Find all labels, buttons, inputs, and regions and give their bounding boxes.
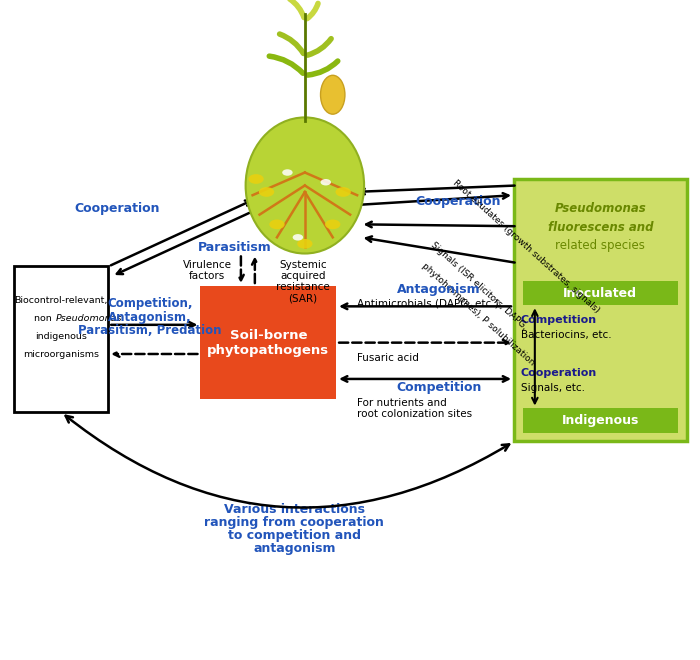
Text: acquired: acquired (280, 271, 326, 281)
Text: Cooperation: Cooperation (415, 195, 501, 208)
FancyBboxPatch shape (14, 267, 108, 412)
Text: Pseudomonas: Pseudomonas (56, 314, 122, 323)
Text: Competition,: Competition, (107, 297, 193, 310)
Ellipse shape (335, 187, 351, 197)
Ellipse shape (259, 187, 274, 197)
Ellipse shape (246, 117, 364, 253)
Text: Inoculated: Inoculated (564, 286, 637, 300)
Text: resistance: resistance (276, 282, 330, 292)
Text: Indigenous: Indigenous (561, 414, 639, 427)
Text: to competition and: to competition and (228, 529, 361, 542)
FancyBboxPatch shape (523, 280, 678, 306)
Text: ranging from cooperation: ranging from cooperation (204, 516, 384, 529)
Text: Signals, etc.: Signals, etc. (521, 383, 585, 393)
Text: Various interactions: Various interactions (224, 503, 365, 516)
Text: Antagonism,: Antagonism, (108, 311, 192, 323)
Ellipse shape (248, 174, 264, 184)
Text: Parasitism, Predation: Parasitism, Predation (78, 324, 222, 337)
Text: root colonization sites: root colonization sites (357, 409, 472, 419)
Text: factors: factors (189, 271, 225, 281)
Ellipse shape (293, 234, 303, 240)
Ellipse shape (325, 220, 340, 229)
Text: Virulence: Virulence (183, 260, 232, 270)
Ellipse shape (321, 179, 331, 185)
Ellipse shape (282, 169, 293, 176)
FancyBboxPatch shape (523, 409, 678, 433)
Ellipse shape (298, 239, 312, 249)
Text: Cooperation: Cooperation (521, 368, 597, 378)
FancyArrowPatch shape (66, 416, 509, 508)
Text: Pseudomonas: Pseudomonas (554, 202, 646, 215)
Text: Biocontrol-relevant,: Biocontrol-relevant, (15, 296, 108, 305)
FancyBboxPatch shape (514, 179, 687, 442)
FancyBboxPatch shape (200, 286, 336, 399)
Ellipse shape (270, 220, 285, 229)
Text: fluorescens and: fluorescens and (547, 221, 653, 234)
Text: Competition: Competition (521, 315, 597, 325)
Text: Antagonism: Antagonism (397, 282, 480, 296)
Text: phytohormones), P solubilization: phytohormones), P solubilization (420, 261, 536, 367)
Text: Root exudates (growth substrates, signals): Root exudates (growth substrates, signal… (452, 179, 601, 315)
Text: non: non (34, 314, 55, 323)
Text: (SAR): (SAR) (288, 293, 317, 303)
Text: Parasitism: Parasitism (198, 240, 272, 253)
Text: Cooperation: Cooperation (74, 202, 160, 215)
Text: related species: related species (555, 239, 645, 252)
Text: Fusaric acid: Fusaric acid (357, 353, 419, 363)
Text: For nutrients and: For nutrients and (357, 397, 447, 408)
Text: Soil-borne
phytopathogens: Soil-borne phytopathogens (207, 329, 329, 356)
Ellipse shape (321, 75, 345, 114)
Text: microorganisms: microorganisms (23, 350, 99, 359)
Text: Signals (ISR elicitors, DAPG,: Signals (ISR elicitors, DAPG, (429, 240, 528, 331)
Text: indigenous: indigenous (35, 332, 88, 341)
Text: Bacteriocins, etc.: Bacteriocins, etc. (521, 330, 612, 340)
Text: Competition: Competition (397, 381, 482, 394)
Text: Antimicrobials (DAPG, etc.): Antimicrobials (DAPG, etc.) (357, 298, 498, 308)
Text: Systemic: Systemic (279, 260, 327, 270)
Text: antagonism: antagonism (253, 542, 335, 555)
